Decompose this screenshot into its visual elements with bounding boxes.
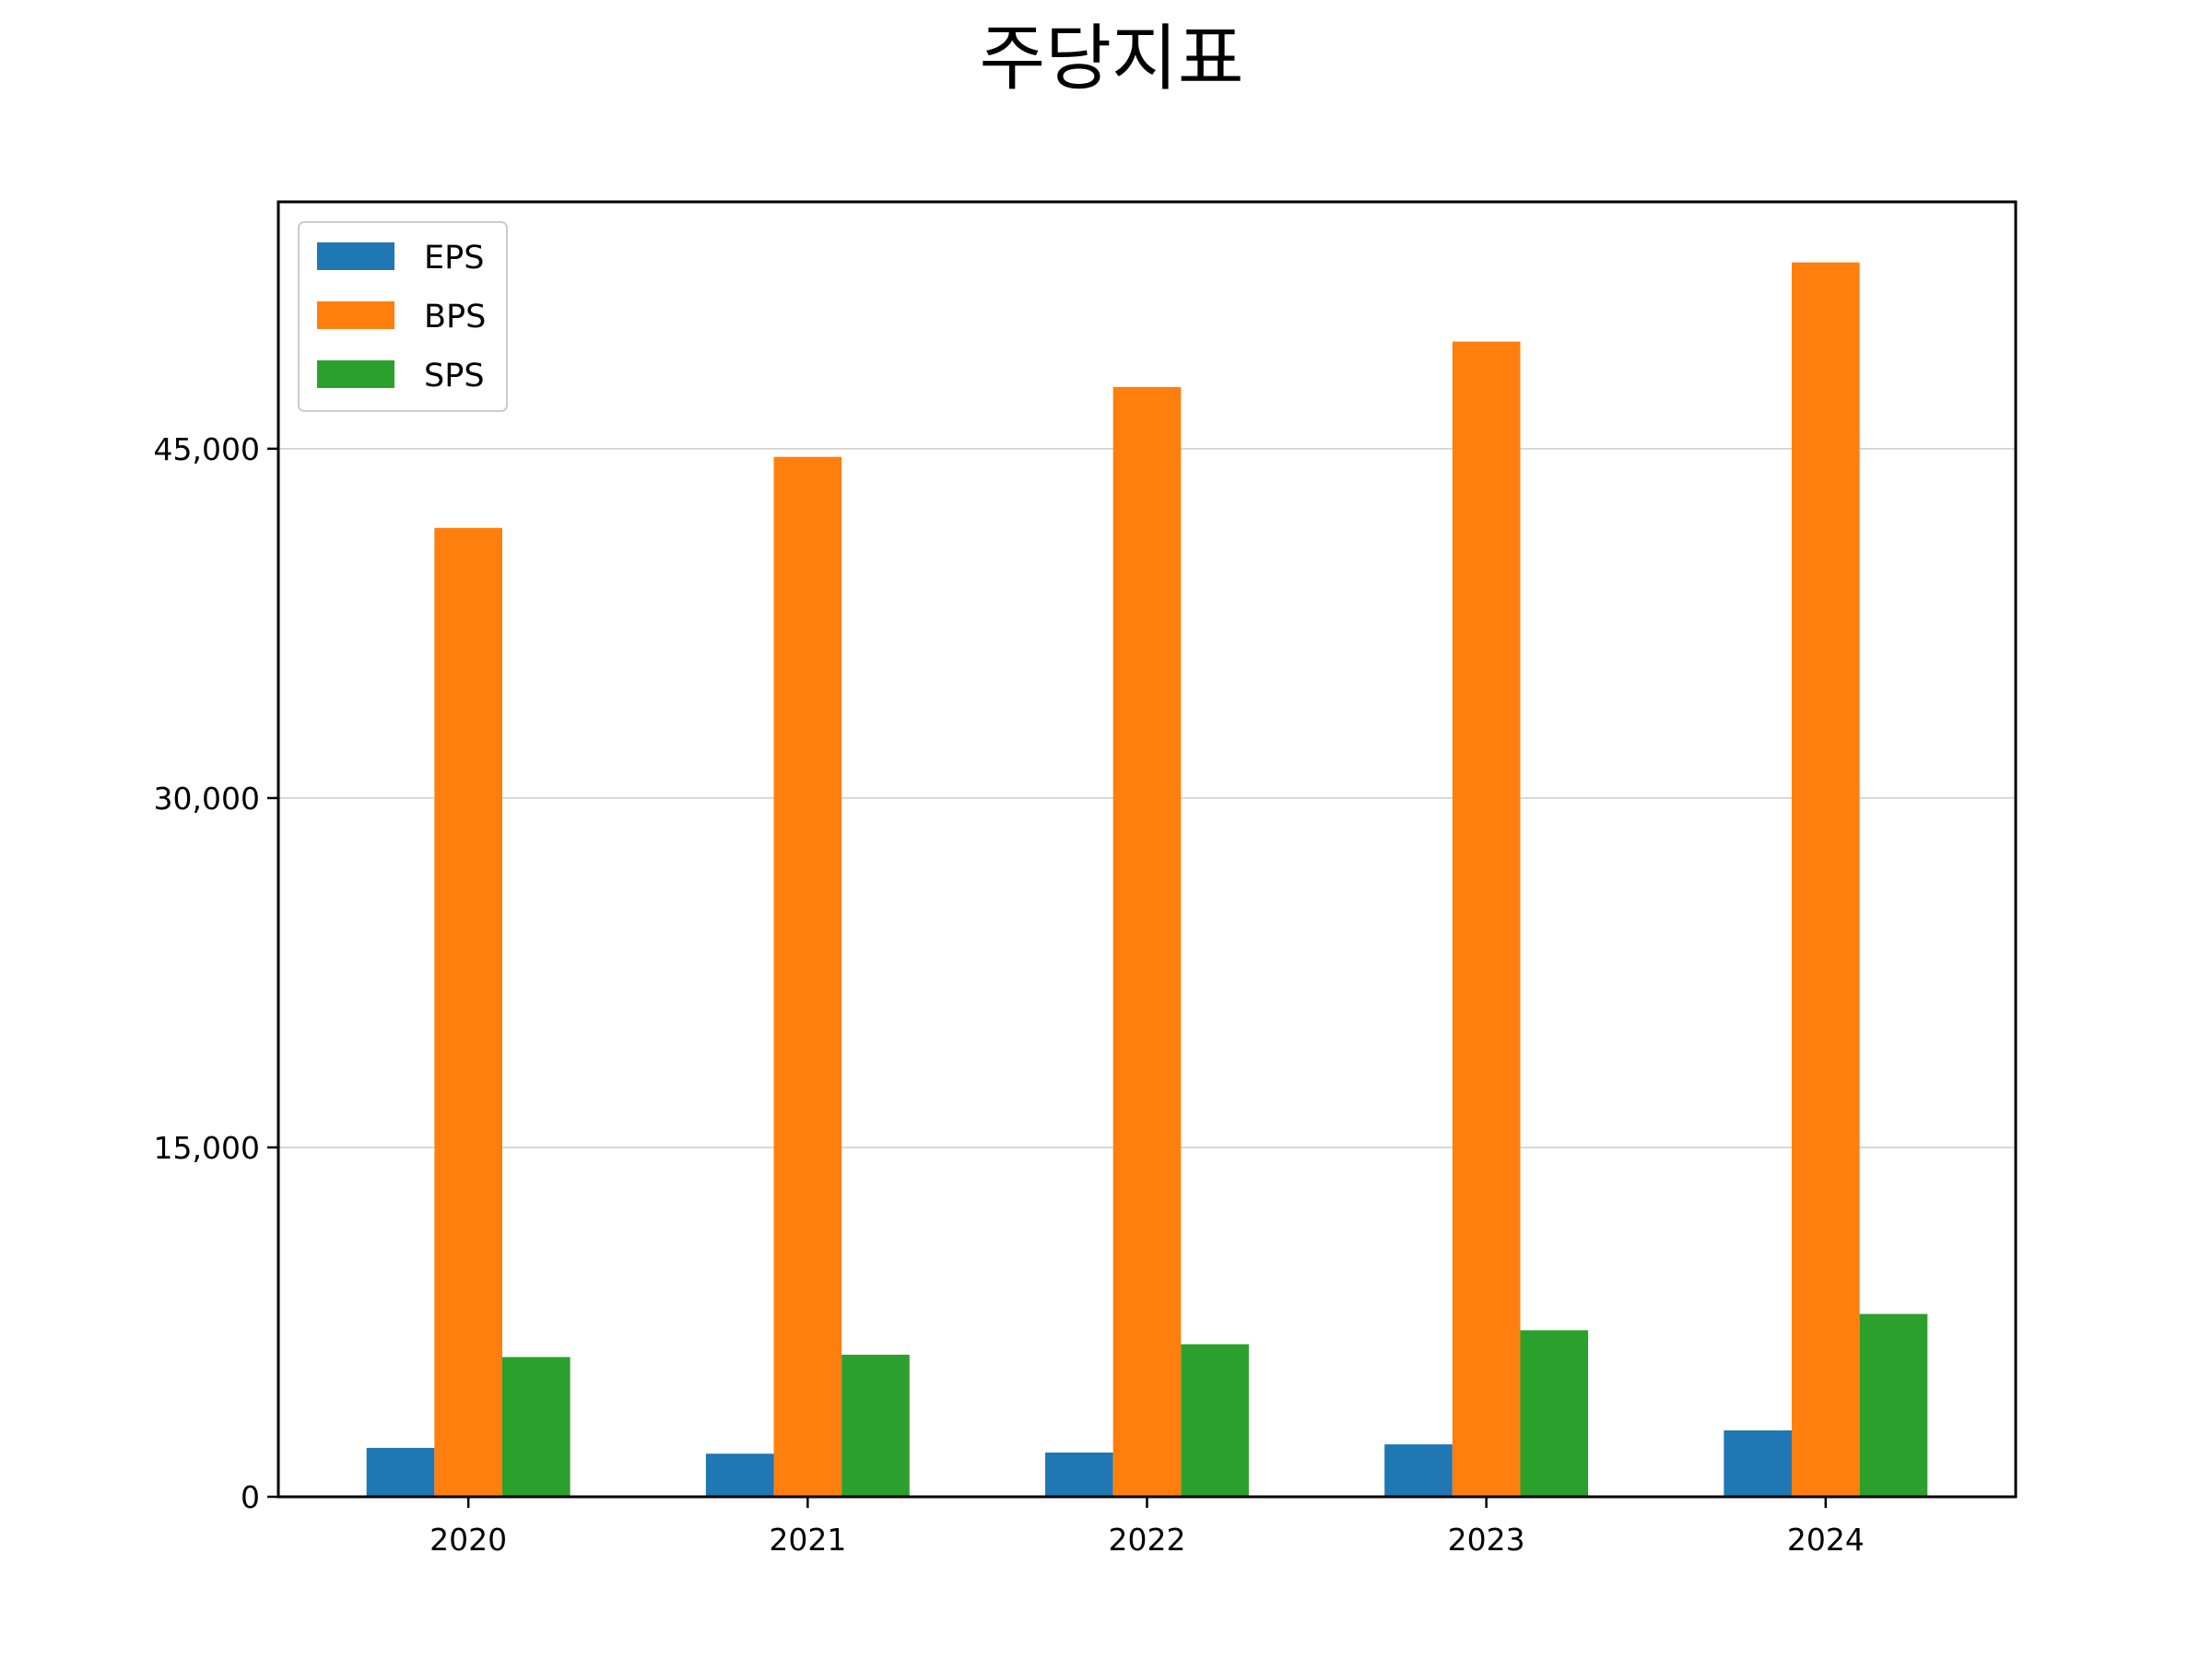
legend-label-eps: EPS — [424, 240, 484, 276]
bar-bps-2022 — [1112, 386, 1182, 1497]
bar-eps-2024 — [1724, 1430, 1793, 1497]
x-axis: 2020 2021 2022 2023 2024 — [429, 1497, 1865, 1558]
bar-eps-2021 — [705, 1453, 774, 1497]
bar-sps-2022 — [1181, 1344, 1249, 1497]
y-tick-label: 15,000 — [154, 1130, 260, 1166]
chart-title: 주당지표 — [979, 18, 1243, 100]
bar-bps-2021 — [773, 456, 842, 1498]
y-tick-label: 45,000 — [154, 431, 260, 467]
legend: EPS BPS SPS — [298, 221, 508, 412]
bar-bps-2020 — [434, 527, 502, 1497]
x-tick-label: 2023 — [1448, 1522, 1525, 1558]
legend-label-sps: SPS — [424, 358, 485, 394]
legend-swatch-bps — [317, 301, 394, 329]
bar-eps-2022 — [1045, 1452, 1113, 1497]
bar-sps-2021 — [841, 1354, 910, 1497]
x-tick-label: 2020 — [429, 1522, 507, 1558]
bar-bps-2023 — [1452, 341, 1521, 1498]
legend-swatch-sps — [317, 360, 394, 388]
bar-sps-2023 — [1520, 1330, 1589, 1497]
x-tick-label: 2022 — [1109, 1522, 1186, 1558]
bars — [366, 262, 1928, 1498]
bar-sps-2024 — [1859, 1313, 1928, 1497]
legend-swatch-eps — [317, 242, 394, 270]
legend-label-bps: BPS — [424, 299, 486, 335]
y-axis: 0 15,000 30,000 45,000 — [154, 431, 278, 1515]
bar-sps-2020 — [501, 1357, 571, 1497]
bar-eps-2020 — [366, 1447, 435, 1497]
y-tick-label: 30,000 — [154, 781, 260, 817]
y-tick-label: 0 — [241, 1479, 260, 1515]
x-tick-label: 2024 — [1787, 1522, 1865, 1558]
bar-bps-2024 — [1792, 262, 1860, 1498]
x-tick-label: 2021 — [769, 1522, 846, 1558]
bar-eps-2023 — [1384, 1444, 1453, 1497]
